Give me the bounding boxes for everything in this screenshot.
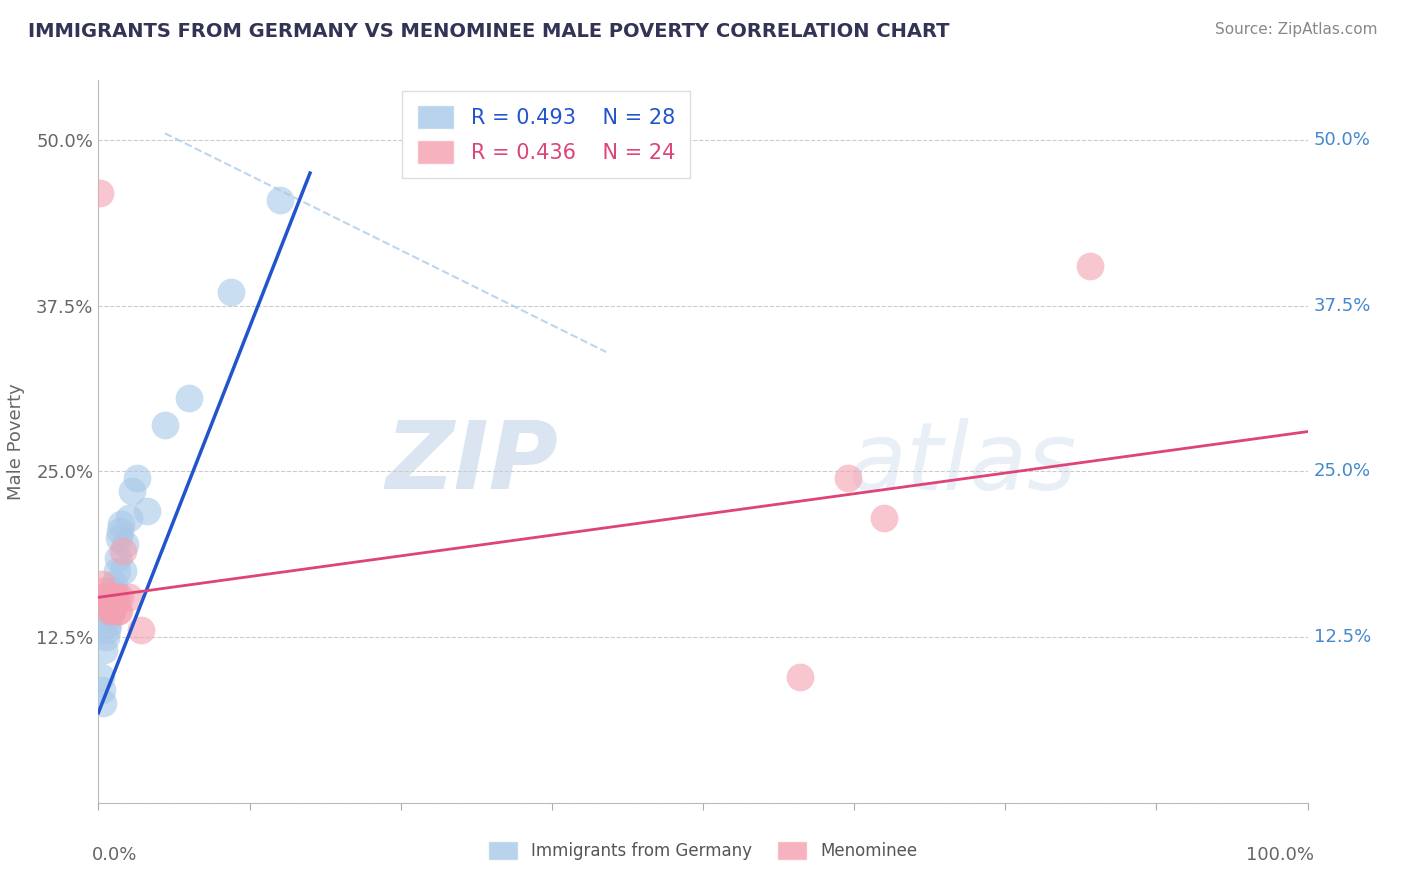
- Point: [179, 392, 201, 406]
- Point: [89, 186, 111, 200]
- Point: [118, 510, 141, 524]
- Point: [91, 577, 114, 591]
- Point: [108, 591, 131, 605]
- Point: [837, 471, 859, 485]
- Point: [105, 591, 128, 605]
- Point: [105, 564, 128, 578]
- Text: 25.0%: 25.0%: [1313, 462, 1371, 481]
- Point: [94, 630, 117, 644]
- Point: [97, 616, 120, 631]
- Point: [100, 591, 122, 605]
- Point: [91, 591, 114, 605]
- Point: [100, 603, 122, 617]
- Point: [98, 610, 121, 624]
- Text: 12.5%: 12.5%: [1313, 628, 1371, 646]
- Text: Source: ZipAtlas.com: Source: ZipAtlas.com: [1215, 22, 1378, 37]
- Point: [1078, 259, 1101, 273]
- Point: [108, 531, 131, 545]
- Point: [135, 504, 157, 518]
- Y-axis label: Male Poverty: Male Poverty: [7, 384, 25, 500]
- Point: [103, 577, 125, 591]
- Point: [93, 643, 115, 657]
- Point: [101, 591, 124, 605]
- Point: [269, 193, 291, 207]
- Point: [108, 603, 131, 617]
- Point: [98, 603, 121, 617]
- Point: [129, 624, 152, 638]
- Text: 100.0%: 100.0%: [1246, 847, 1313, 864]
- Point: [111, 564, 134, 578]
- Point: [110, 517, 132, 532]
- Text: 50.0%: 50.0%: [1313, 131, 1371, 149]
- Point: [90, 670, 112, 684]
- Text: atlas: atlas: [848, 417, 1077, 508]
- Point: [118, 591, 141, 605]
- Point: [111, 544, 134, 558]
- Point: [96, 624, 118, 638]
- Point: [91, 697, 114, 711]
- Point: [873, 510, 896, 524]
- Text: ZIP: ZIP: [385, 417, 558, 509]
- Point: [114, 537, 136, 551]
- Point: [100, 591, 122, 605]
- Point: [101, 583, 124, 598]
- Point: [121, 484, 143, 499]
- Point: [107, 550, 129, 565]
- Text: 0.0%: 0.0%: [93, 847, 138, 864]
- Text: IMMIGRANTS FROM GERMANY VS MENOMINEE MALE POVERTY CORRELATION CHART: IMMIGRANTS FROM GERMANY VS MENOMINEE MAL…: [28, 22, 949, 41]
- Point: [94, 591, 117, 605]
- Point: [107, 603, 129, 617]
- Point: [100, 603, 122, 617]
- Point: [153, 417, 176, 432]
- Point: [789, 670, 811, 684]
- Point: [97, 591, 120, 605]
- Text: 37.5%: 37.5%: [1313, 297, 1371, 315]
- Point: [93, 583, 115, 598]
- Point: [103, 597, 125, 611]
- Point: [96, 597, 118, 611]
- Point: [104, 597, 127, 611]
- Point: [91, 683, 114, 698]
- Point: [108, 524, 131, 538]
- Point: [127, 471, 149, 485]
- Point: [104, 591, 127, 605]
- Point: [221, 285, 243, 300]
- Legend: Immigrants from Germany, Menominee: Immigrants from Germany, Menominee: [481, 834, 925, 867]
